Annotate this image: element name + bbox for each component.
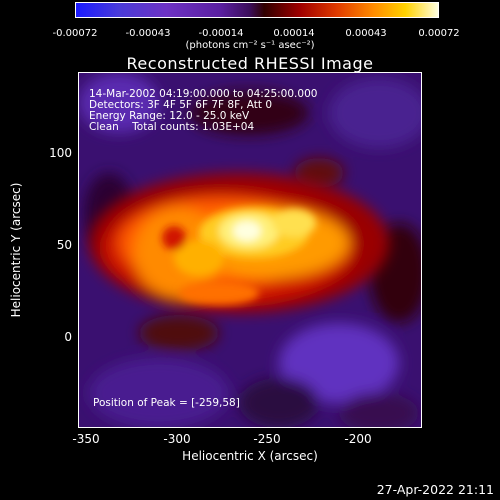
colorbar-tick: -0.00072 [52, 28, 98, 39]
x-tick-label: -200 [344, 432, 372, 446]
colorbar-tick: 0.00043 [345, 28, 387, 39]
rhessi-image-plot: 14-Mar-2002 04:19:00.000 to 04:25:00.000… [78, 72, 422, 428]
colorbar [75, 2, 439, 18]
timestamp: 27-Apr-2022 21:11 [376, 482, 494, 497]
clean-counts-label: Clean Total counts: 1.03E+04 [89, 121, 255, 133]
y-tick-label: 100 [49, 146, 72, 160]
colorbar-tick: -0.00043 [125, 28, 171, 39]
x-tick-label: -350 [72, 432, 100, 446]
colorbar-tick: 0.00014 [273, 28, 315, 39]
peak-position-label: Position of Peak = [-259,58] [93, 397, 240, 409]
colorbar-unit-label: (photons cm⁻² s⁻¹ asec⁻²) [185, 40, 315, 51]
colorbar-tick: 0.00072 [418, 28, 460, 39]
x-tick-label: -300 [163, 432, 191, 446]
x-axis-label: Heliocentric X (arcsec) [182, 449, 318, 463]
y-tick-label: 0 [64, 330, 72, 344]
x-tick-label: -250 [253, 432, 281, 446]
time-range-label: 14-Mar-2002 04:19:00.000 to 04:25:00.000 [89, 88, 318, 100]
y-tick-label: 50 [56, 238, 72, 252]
image-canvas [79, 73, 421, 427]
energy-range-label: Energy Range: 12.0 - 25.0 keV [89, 110, 250, 122]
y-axis-label: Heliocentric Y (arcsec) [9, 182, 23, 318]
image-title: Reconstructed RHESSI Image [126, 54, 374, 73]
colorbar-tick: -0.00014 [198, 28, 244, 39]
emission-core [162, 208, 316, 305]
detectors-label: Detectors: 3F 4F 5F 6F 7F 8F, Att 0 [89, 99, 273, 111]
